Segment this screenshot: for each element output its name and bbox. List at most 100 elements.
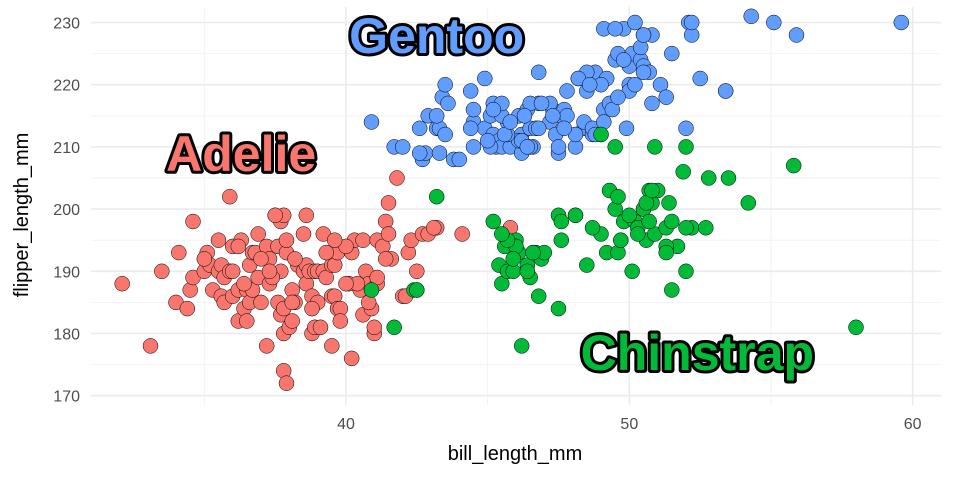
x-tick-labels: 40 50 60 <box>337 416 922 433</box>
data-point-gentoo <box>530 120 547 137</box>
x-tick-label: 40 <box>337 416 355 433</box>
data-point-adelie <box>454 226 470 242</box>
data-point-adelie <box>258 338 275 354</box>
data-point-chinstrap <box>848 319 864 336</box>
data-point-adelie <box>239 313 255 329</box>
data-point-gentoo <box>683 14 700 31</box>
data-point-chinstrap <box>785 157 802 174</box>
data-point-gentoo <box>545 108 561 124</box>
data-point-gentoo <box>678 120 694 137</box>
data-point-gentoo <box>516 108 533 124</box>
data-point-gentoo <box>743 8 759 25</box>
data-point-chinstrap <box>641 213 657 230</box>
data-point-gentoo <box>658 89 674 105</box>
data-point-gentoo <box>635 27 652 43</box>
x-axis-title: bill_length_mm <box>448 443 583 465</box>
data-point-chinstrap <box>428 188 445 205</box>
data-point-gentoo <box>465 101 482 118</box>
x-tick-label: 60 <box>904 416 922 433</box>
data-point-chinstrap <box>661 195 677 211</box>
y-tick-label: 190 <box>53 264 80 281</box>
data-point-gentoo <box>437 126 453 143</box>
data-point-gentoo <box>664 45 680 62</box>
data-point-gentoo <box>627 76 643 93</box>
data-point-chinstrap <box>584 220 601 236</box>
y-tick-label: 170 <box>53 389 80 406</box>
x-tick-label: 50 <box>620 416 638 433</box>
data-point-adelie <box>142 338 159 354</box>
data-point-gentoo <box>437 76 453 93</box>
data-point-adelie <box>355 232 371 248</box>
data-point-adelie <box>224 263 241 280</box>
data-point-gentoo <box>644 95 660 112</box>
data-point-chinstrap <box>621 207 638 224</box>
data-point-chinstrap <box>607 139 623 155</box>
data-point-chinstrap <box>647 139 663 155</box>
data-point-adelie <box>261 263 278 280</box>
data-point-chinstrap <box>624 263 640 280</box>
data-point-chinstrap <box>678 263 694 280</box>
data-point-chinstrap <box>553 232 570 248</box>
data-point-chinstrap <box>644 182 660 199</box>
data-point-gentoo <box>581 76 598 93</box>
data-point-adelie <box>312 319 329 336</box>
data-point-adelie <box>250 226 266 242</box>
y-tick-label: 230 <box>53 16 80 33</box>
data-point-gentoo <box>627 14 643 31</box>
data-point-gentoo <box>530 64 547 81</box>
species-label-chinstrap: Chinstrap <box>581 325 814 381</box>
data-point-gentoo <box>485 101 502 118</box>
data-point-gentoo <box>635 64 652 81</box>
y-tick-label: 200 <box>53 202 80 219</box>
data-point-adelie <box>366 319 383 336</box>
data-point-gentoo <box>559 83 575 99</box>
data-point-chinstrap <box>494 226 510 242</box>
data-point-adelie <box>179 300 196 317</box>
data-point-adelie <box>154 263 170 280</box>
data-point-adelie <box>230 238 247 255</box>
data-point-chinstrap <box>513 338 530 354</box>
y-tick-labels: 170 180 190 200 210 220 230 <box>53 16 80 406</box>
data-point-gentoo <box>533 95 550 112</box>
data-point-adelie <box>185 213 201 230</box>
data-point-gentoo <box>519 139 536 155</box>
data-point-adelie <box>114 275 130 292</box>
data-point-adelie <box>236 275 252 292</box>
data-point-chinstrap <box>675 164 691 180</box>
data-point-adelie <box>196 251 213 267</box>
data-point-gentoo <box>788 27 805 43</box>
data-point-gentoo <box>615 52 632 68</box>
data-point-chinstrap <box>505 251 521 267</box>
data-point-adelie <box>380 226 397 242</box>
data-point-adelie <box>284 294 300 311</box>
data-point-gentoo <box>692 70 708 87</box>
data-point-chinstrap <box>363 282 380 298</box>
data-point-adelie <box>278 375 295 391</box>
species-labels: Gentoo Adelie Chinstrap <box>163 5 817 384</box>
data-point-adelie <box>253 294 269 311</box>
data-point-chinstrap <box>700 170 717 186</box>
y-axis-title: flipper_length_mm <box>11 133 33 298</box>
data-point-chinstrap <box>698 220 714 236</box>
data-point-chinstrap <box>485 213 502 230</box>
data-point-adelie <box>426 220 442 236</box>
y-tick-label: 180 <box>53 326 80 343</box>
data-point-gentoo <box>465 139 482 155</box>
data-point-adelie <box>332 313 349 329</box>
data-point-gentoo <box>462 120 479 137</box>
species-label-adelie: Adelie <box>166 126 316 182</box>
data-point-chinstrap <box>530 288 547 304</box>
data-point-gentoo <box>363 114 380 130</box>
data-point-gentoo <box>502 114 519 130</box>
data-point-adelie <box>253 251 269 267</box>
data-point-chinstrap <box>664 282 680 298</box>
data-point-adelie <box>377 251 394 267</box>
data-point-gentoo <box>428 108 445 124</box>
data-point-gentoo <box>610 89 626 105</box>
data-point-adelie <box>284 313 300 329</box>
data-point-chinstrap <box>610 188 626 205</box>
data-point-chinstrap <box>553 213 570 230</box>
data-point-gentoo <box>717 83 734 99</box>
data-point-adelie <box>326 232 343 248</box>
data-point-gentoo <box>477 70 493 87</box>
